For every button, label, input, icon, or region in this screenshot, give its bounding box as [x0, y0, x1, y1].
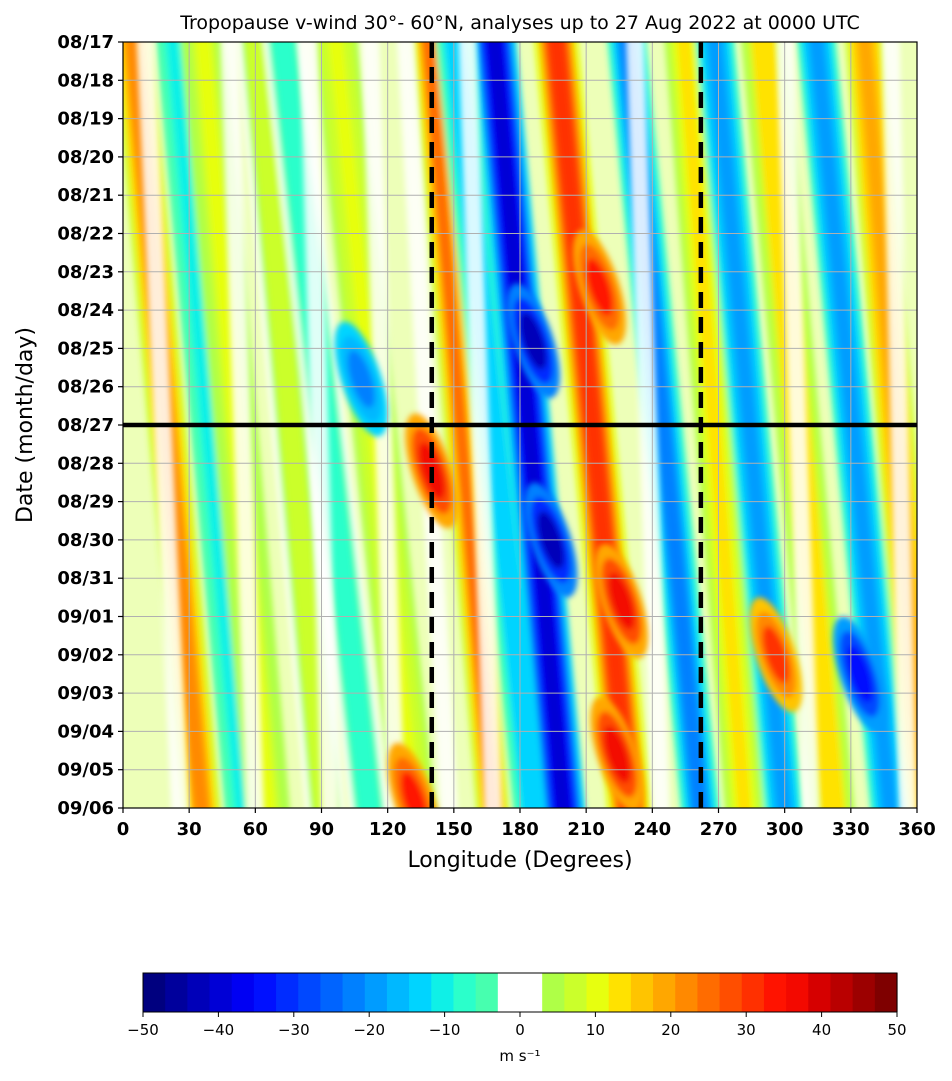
- colorbar-segment: [320, 973, 344, 1012]
- colorbar-segment: [298, 973, 322, 1012]
- colorbar-segment: [475, 973, 499, 1012]
- y-tick-label: 08/26: [57, 377, 114, 398]
- x-tick-label: 120: [369, 819, 407, 840]
- y-tick-label: 08/30: [57, 530, 114, 551]
- y-tick-label: 08/19: [57, 109, 114, 130]
- colorbar-segment: [342, 973, 366, 1012]
- colorbar-segment: [431, 973, 455, 1012]
- colorbar-segment: [364, 973, 388, 1012]
- x-tick-label: 240: [634, 819, 672, 840]
- y-tick-label: 09/02: [57, 645, 114, 666]
- colorbar-segment: [830, 973, 854, 1012]
- colorbar-segment: [542, 973, 565, 1012]
- x-tick-label: 150: [435, 819, 473, 840]
- colorbar-segment: [453, 973, 477, 1012]
- field-blob: [586, 258, 613, 316]
- y-tick-label: 08/21: [57, 185, 114, 206]
- y-tick-label: 09/05: [57, 760, 114, 781]
- colorbar-tick-label: 40: [812, 1021, 831, 1039]
- colorbar-segment: [165, 973, 188, 1012]
- x-tick-label: 330: [832, 819, 870, 840]
- y-tick-label: 08/27: [57, 415, 114, 436]
- colorbar-segment: [187, 973, 211, 1012]
- colorbar-segment: [143, 973, 166, 1012]
- y-tick-label: 08/17: [57, 32, 114, 53]
- x-axis-label: Longitude (Degrees): [407, 848, 632, 873]
- y-axis-label: Date (month/day): [13, 327, 38, 523]
- grid-lines: [123, 42, 917, 808]
- colorbar-segment: [253, 973, 277, 1012]
- y-tick-label: 08/25: [57, 338, 114, 359]
- plot-area: [123, 42, 917, 808]
- x-tick-label: 300: [766, 819, 804, 840]
- y-tick-label: 08/29: [57, 492, 114, 513]
- x-tick-label: 0: [117, 819, 130, 840]
- y-tick-label: 08/18: [57, 70, 114, 91]
- colorbar-tick-label: −30: [278, 1021, 310, 1039]
- x-tick-label: 30: [177, 819, 202, 840]
- y-tick-label: 08/28: [57, 453, 114, 474]
- colorbar-tick-label: −20: [353, 1021, 385, 1039]
- x-tick-label: 270: [700, 819, 738, 840]
- y-tick-label: 09/01: [57, 607, 114, 628]
- colorbar-tick-label: 10: [586, 1021, 605, 1039]
- colorbar-segment: [386, 973, 410, 1012]
- colorbar-segment: [874, 973, 898, 1012]
- colorbar-segment: [653, 973, 676, 1012]
- colorbar-segment: [209, 973, 233, 1012]
- y-tick-label: 08/22: [57, 224, 114, 245]
- reference-lines: [123, 42, 917, 808]
- y-tick-label: 08/24: [57, 300, 114, 321]
- field-blob: [400, 771, 428, 808]
- colorbar-segment: [808, 973, 832, 1012]
- y-tick-label: 09/04: [57, 721, 114, 742]
- colorbar: −50 −40 −30 −20 −10 0 10 20 30 40 50: [127, 972, 907, 1039]
- y-tick-label: 08/23: [57, 262, 114, 283]
- field-blob: [519, 312, 547, 370]
- y-tick-label: 09/03: [57, 683, 114, 704]
- field-blob: [846, 645, 873, 703]
- field-blob: [608, 572, 635, 630]
- colorbar-segment: [276, 973, 299, 1012]
- colorbar-segment: [763, 973, 787, 1012]
- colorbar-segment: [409, 973, 432, 1012]
- x-axis: 0 30 60 90 120 150 180 210 240 270 300 330 360: [117, 808, 936, 840]
- colorbar-tick-label: 50: [887, 1021, 906, 1039]
- field-blobs: [334, 229, 887, 808]
- field-blob: [603, 725, 631, 784]
- colorbar-segment: [741, 973, 765, 1012]
- x-tick-label: 360: [898, 819, 936, 840]
- y-tick-label: 08/31: [57, 568, 114, 589]
- colorbar-tick-label: 30: [737, 1021, 756, 1039]
- chart-title: Tropopause v-wind 30°- 60°N, analyses up…: [179, 12, 860, 34]
- colorbar-segment: [630, 973, 654, 1012]
- colorbar-segment: [786, 973, 809, 1012]
- colorbar-segment: [497, 973, 521, 1012]
- colorbar-tick-label: −50: [127, 1021, 159, 1039]
- colorbar-segment: [564, 973, 588, 1012]
- colorbar-segment: [608, 973, 632, 1012]
- x-tick-label: 60: [243, 819, 268, 840]
- x-tick-label: 210: [567, 819, 605, 840]
- x-tick-label: 90: [309, 819, 334, 840]
- y-axis: 08/17 08/18 08/19 08/20 08/21 08/22 08/23 08/24…: [57, 32, 123, 819]
- x-tick-label: 180: [501, 819, 539, 840]
- colorbar-tick-label: −40: [203, 1021, 235, 1039]
- colorbar-segment: [675, 973, 699, 1012]
- y-tick-label: 09/06: [57, 798, 114, 819]
- colorbar-label: m s⁻¹: [499, 1047, 540, 1065]
- colorbar-tick-label: −10: [429, 1021, 461, 1039]
- colorbar-segment: [586, 973, 610, 1012]
- field-blob: [347, 350, 375, 408]
- colorbar-tick-label: 20: [661, 1021, 680, 1039]
- colorbar-segment: [231, 973, 255, 1012]
- colorbar-segment: [697, 973, 721, 1012]
- colorbar-tick-label: 0: [515, 1021, 525, 1039]
- colorbar-segment: [719, 973, 743, 1012]
- colorbar-segment: [852, 973, 876, 1012]
- y-tick-label: 08/20: [57, 147, 114, 168]
- colorbar-segment: [520, 973, 543, 1012]
